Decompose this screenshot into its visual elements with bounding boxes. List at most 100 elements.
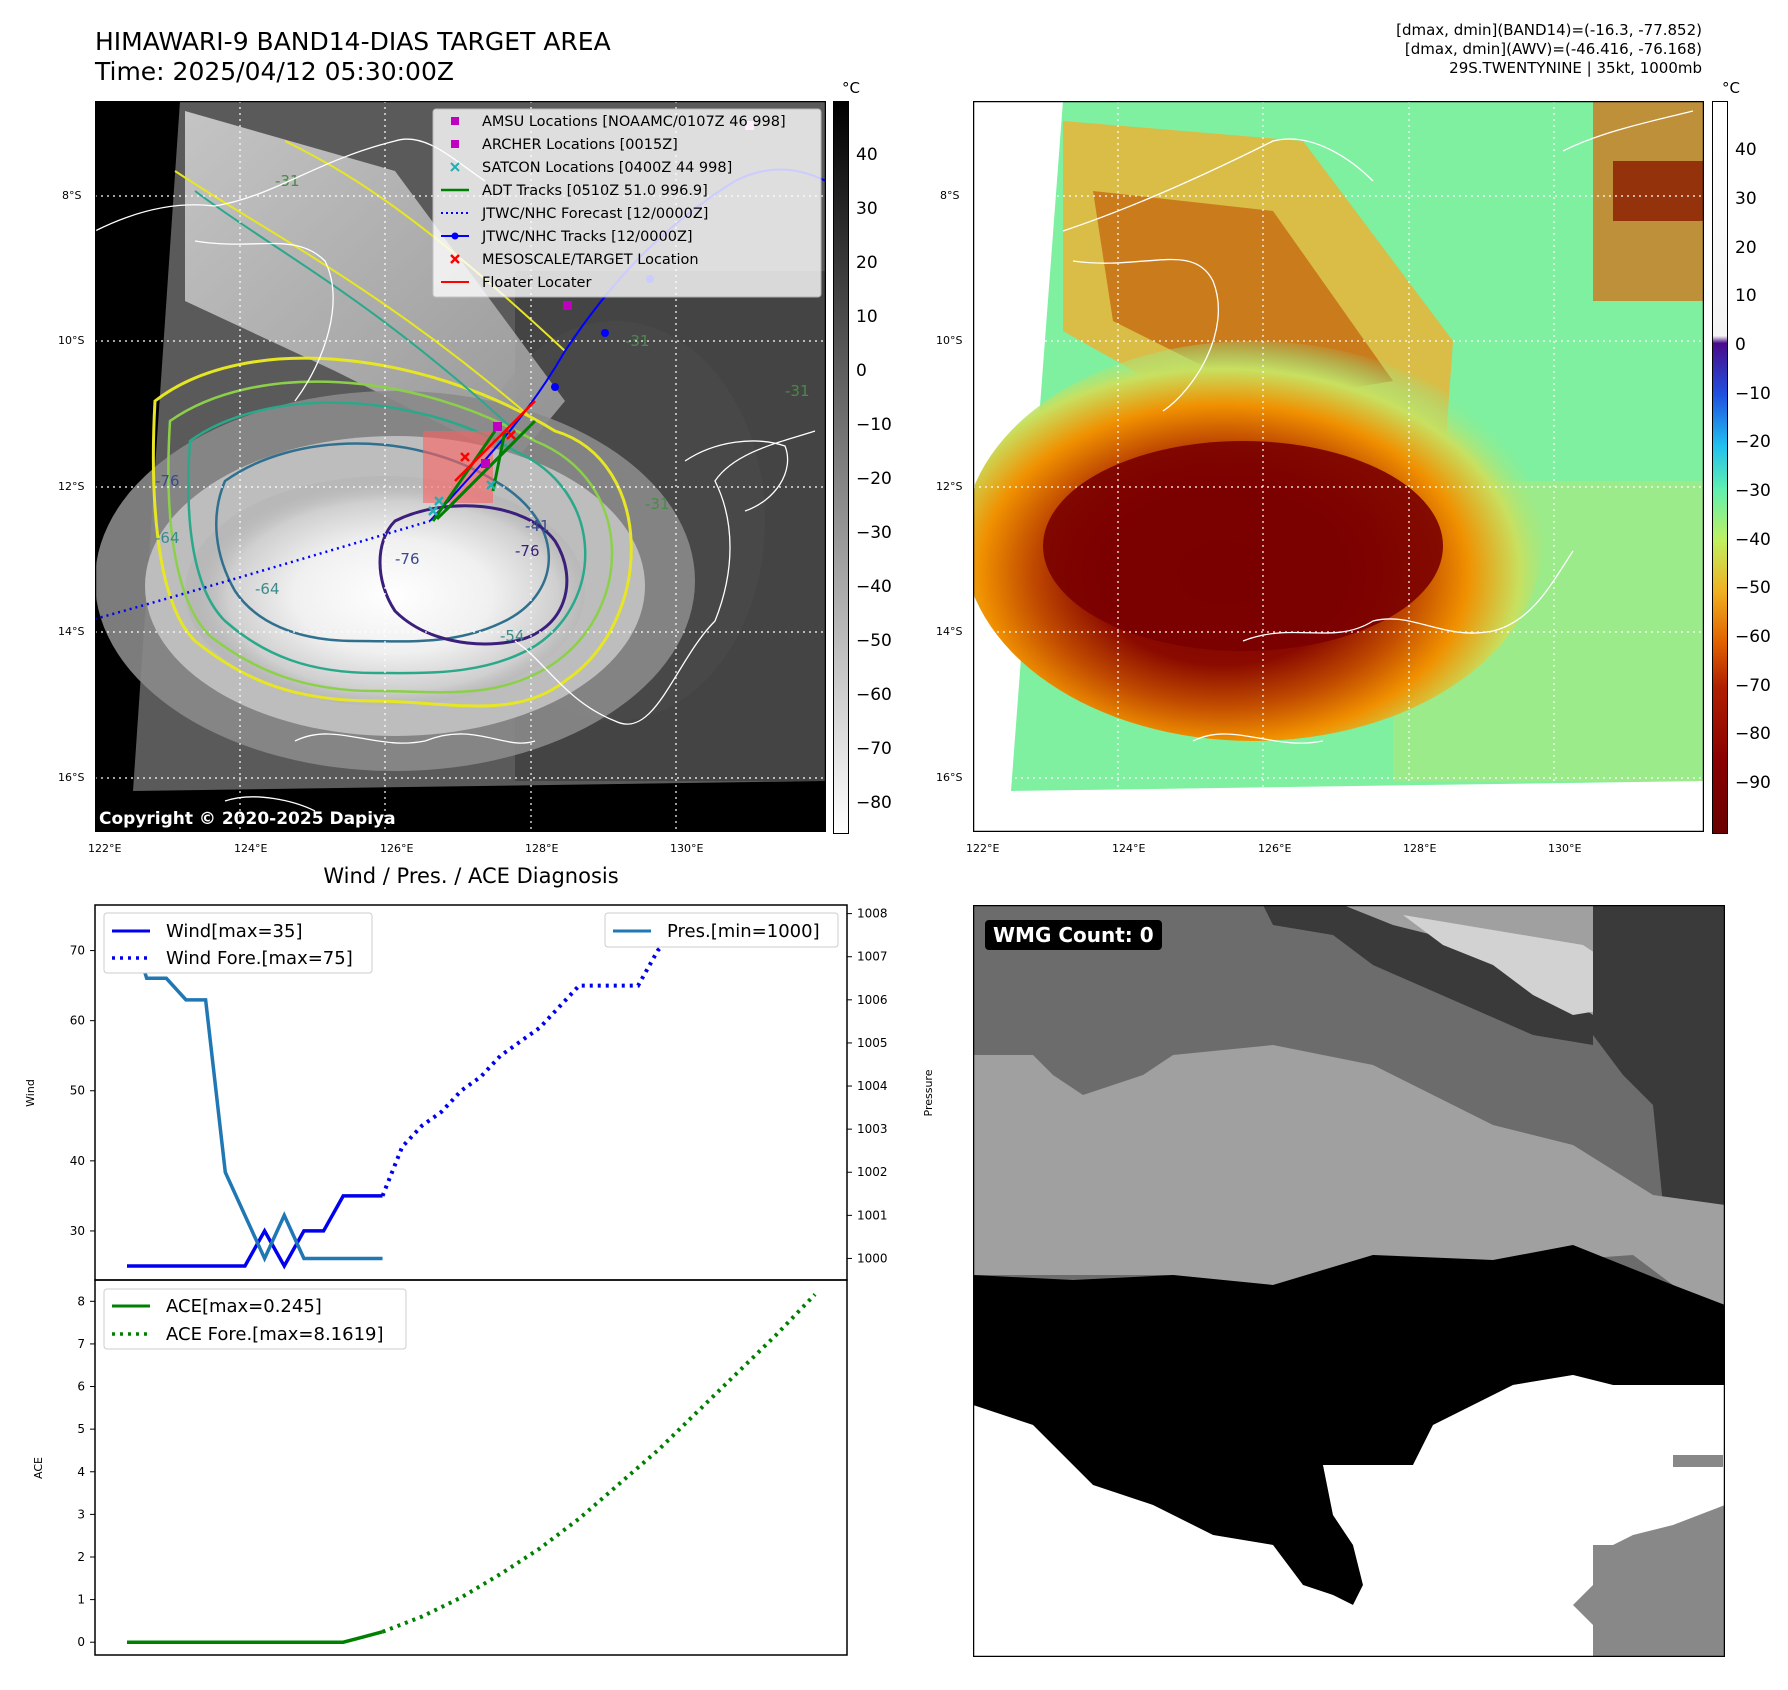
lat-label: 12°S	[936, 480, 963, 493]
pressure-tick-label: 1000	[857, 1251, 888, 1265]
satcon-markers	[428, 480, 496, 516]
ace-tick-label: 8	[77, 1294, 85, 1308]
pressure-tick-label: 1003	[857, 1122, 888, 1136]
pressure-axis-label: Pressure	[922, 1069, 935, 1116]
mesoscale-markers	[460, 430, 516, 462]
lon-label: 130°E	[670, 842, 704, 855]
lat-label: 10°S	[936, 334, 963, 347]
ace-tick-label: 4	[77, 1465, 85, 1479]
colorbar-tick: −30	[856, 523, 892, 543]
wmg-region-light	[973, 1045, 1725, 1335]
colorbar-tick: −70	[1735, 676, 1771, 696]
lon-label: 124°E	[1112, 842, 1146, 855]
floater-locater-line	[454, 400, 536, 482]
colorbar-tick: −20	[856, 469, 892, 489]
legend-label: JTWC/NHC Tracks [12/0000Z]	[481, 229, 693, 245]
colorbar-tick: −10	[856, 415, 892, 435]
colorbar-tick: −80	[1735, 724, 1771, 744]
ace-tick-label: 1	[77, 1593, 85, 1607]
lon-label: 130°E	[1548, 842, 1582, 855]
wind-tick-label: 50	[70, 1084, 85, 1098]
ace-axis-label: ACE	[32, 1457, 45, 1479]
wind-series-line	[127, 1194, 383, 1270]
colorbar-tick: 30	[856, 199, 878, 219]
wind-tick-label: 70	[70, 944, 85, 958]
contour-label: -41	[525, 517, 550, 535]
jtwc-forecast-track	[95, 519, 431, 621]
colorbar-tick: −50	[856, 631, 892, 651]
legend-label: JTWC/NHC Forecast [12/0000Z]	[481, 206, 708, 222]
lon-label: 128°E	[525, 842, 559, 855]
stats-band14: [dmax, dmin](BAND14)=(-16.3, -77.852)	[1396, 21, 1702, 39]
lat-label: 12°S	[58, 480, 85, 493]
legend-label: ACE Fore.[max=8.1619]	[166, 1324, 384, 1345]
contour-label: -31	[625, 332, 650, 350]
page-title: HIMAWARI-9 BAND14-DIAS TARGET AREA	[95, 27, 611, 56]
left-colorbar-unit: °C	[842, 79, 860, 97]
colorbar-tick: 30	[1735, 189, 1757, 209]
lat-label: 8°S	[940, 189, 960, 202]
page-subtitle-time: Time: 2025/04/12 05:30:00Z	[95, 57, 454, 86]
wind-tick-label: 40	[70, 1154, 85, 1168]
colorbar-tick: −80	[856, 793, 892, 813]
right-colorbar	[1712, 101, 1728, 834]
legend-label: Pres.[min=1000]	[667, 921, 820, 942]
colorbar-tick: −50	[1735, 578, 1771, 598]
lat-label: 16°S	[58, 771, 85, 784]
wmg-panel	[973, 905, 1725, 1657]
wmg-region-cold	[973, 1245, 1725, 1605]
lat-label: 14°S	[58, 625, 85, 638]
colorbar-tick: 40	[1735, 140, 1757, 160]
contour-label: -54	[500, 627, 525, 645]
diagnosis-chart: Wind Pressure ACE 3040506070100010011002…	[24, 904, 935, 1656]
colorbar-tick: −60	[856, 685, 892, 705]
colorbar-tick: 0	[856, 361, 867, 381]
lon-label: 126°E	[380, 842, 414, 855]
legend-label: Wind Fore.[max=75]	[166, 948, 353, 969]
colorbar-tick: −10	[1735, 384, 1771, 404]
colorbar-tick: 10	[856, 307, 878, 327]
stats-awv: [dmax, dmin](AWV)=(-46.416, -76.168)	[1404, 40, 1702, 58]
lon-label: 122°E	[88, 842, 122, 855]
right-colorbar-unit: °C	[1722, 79, 1740, 97]
legend-amsu-square-icon	[451, 117, 459, 125]
lon-label: 126°E	[1258, 842, 1292, 855]
legend-label: ADT Tracks [0510Z 51.0 996.9]	[482, 183, 708, 199]
colorbar-tick: 20	[1735, 238, 1757, 258]
map-gridlines-right	[973, 101, 1704, 832]
colorbar-tick: −90	[1735, 773, 1771, 793]
left-colorbar	[833, 101, 849, 834]
colorbar-tick: 10	[1735, 286, 1757, 306]
wmg-region-white	[973, 1375, 1725, 1657]
colorbar-tick: 0	[1735, 335, 1746, 355]
contour-label: -76	[395, 550, 420, 568]
copyright-label: Copyright © 2020-2025 Dapiya	[99, 809, 396, 829]
contour-label: -76	[155, 472, 180, 490]
colorbar-tick: 40	[856, 145, 878, 165]
ace-series-line	[127, 1630, 384, 1644]
pressure-tick-label: 1007	[857, 950, 888, 964]
ace-tick-label: 0	[77, 1635, 85, 1649]
legend-satcon-x-icon	[450, 162, 460, 172]
pressure-tick-label: 1008	[857, 907, 888, 921]
ace-forecast-series-line	[381, 1293, 817, 1634]
lon-label: 122°E	[966, 842, 1000, 855]
wmg-count-badge: WMG Count: 0	[985, 920, 1162, 950]
pressure-tick-label: 1004	[857, 1079, 888, 1093]
lon-label: 128°E	[1403, 842, 1437, 855]
cloud-band	[185, 111, 565, 461]
contour-label: -31	[785, 382, 810, 400]
lon-label: 124°E	[234, 842, 268, 855]
ace-axes	[94, 1279, 848, 1656]
map-legend: AMSU Locations [NOAAMC/0107Z 46 998] ARC…	[432, 108, 822, 298]
wind-axis-label: Wind	[24, 1079, 37, 1107]
colorbar-tick: −40	[1735, 530, 1771, 550]
ace-tick-label: 7	[77, 1337, 85, 1351]
ace-tick-label: 6	[77, 1380, 85, 1394]
pressure-tick-label: 1006	[857, 993, 888, 1007]
colorbar-tick: −30	[1735, 481, 1771, 501]
ace-tick-label: 2	[77, 1550, 85, 1564]
wind-tick-label: 30	[70, 1224, 85, 1238]
contour-label: -31	[645, 495, 670, 513]
legend-label: ARCHER Locations [0015Z]	[482, 137, 678, 153]
